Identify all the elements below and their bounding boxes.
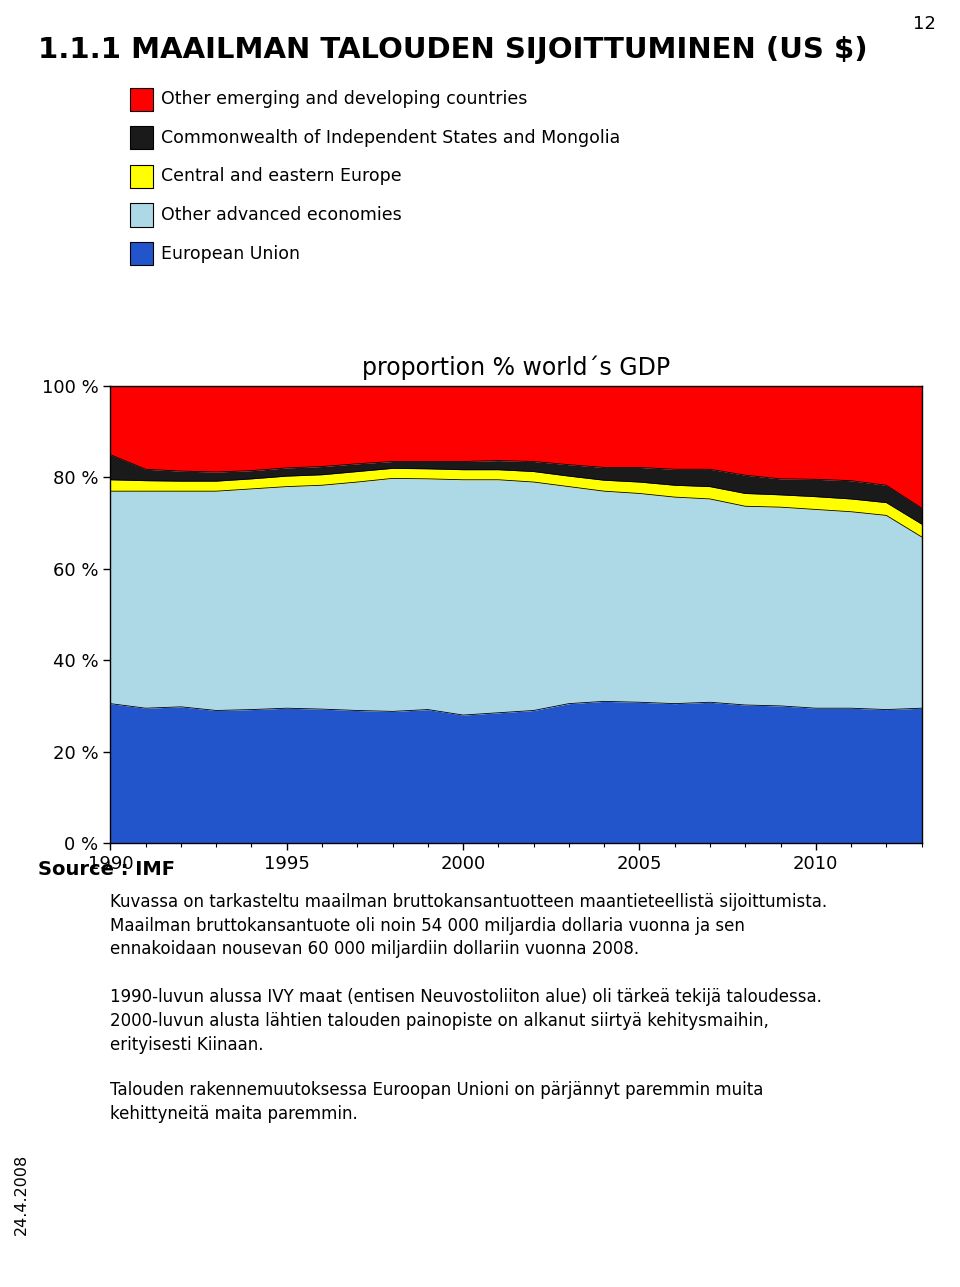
Text: 1990-luvun alussa IVY maat (entisen Neuvostoliiton alue) oli tärkeä tekijä talou: 1990-luvun alussa IVY maat (entisen Neuv… [110, 988, 823, 1054]
Text: European Union: European Union [161, 245, 300, 263]
Text: 1.1.1 MAAILMAN TALOUDEN SIJOITTUMINEN (US $): 1.1.1 MAAILMAN TALOUDEN SIJOITTUMINEN (U… [38, 36, 868, 64]
Text: Other emerging and developing countries: Other emerging and developing countries [161, 90, 528, 108]
Text: Kuvassa on tarkasteltu maailman bruttokansantuotteen maantieteellistä sijoittumi: Kuvassa on tarkasteltu maailman bruttoka… [110, 893, 828, 959]
Text: Source : IMF: Source : IMF [38, 860, 176, 879]
Text: Central and eastern Europe: Central and eastern Europe [161, 167, 402, 185]
Title: proportion % world´s GDP: proportion % world´s GDP [362, 355, 670, 380]
Text: 24.4.2008: 24.4.2008 [13, 1153, 29, 1236]
Text: Other advanced economies: Other advanced economies [161, 206, 402, 224]
Text: 12: 12 [913, 15, 936, 33]
Text: Commonwealth of Independent States and Mongolia: Commonwealth of Independent States and M… [161, 129, 620, 147]
Text: Talouden rakennemuutoksessa Euroopan Unioni on pärjännyt paremmin muita
kehittyn: Talouden rakennemuutoksessa Euroopan Uni… [110, 1081, 764, 1122]
